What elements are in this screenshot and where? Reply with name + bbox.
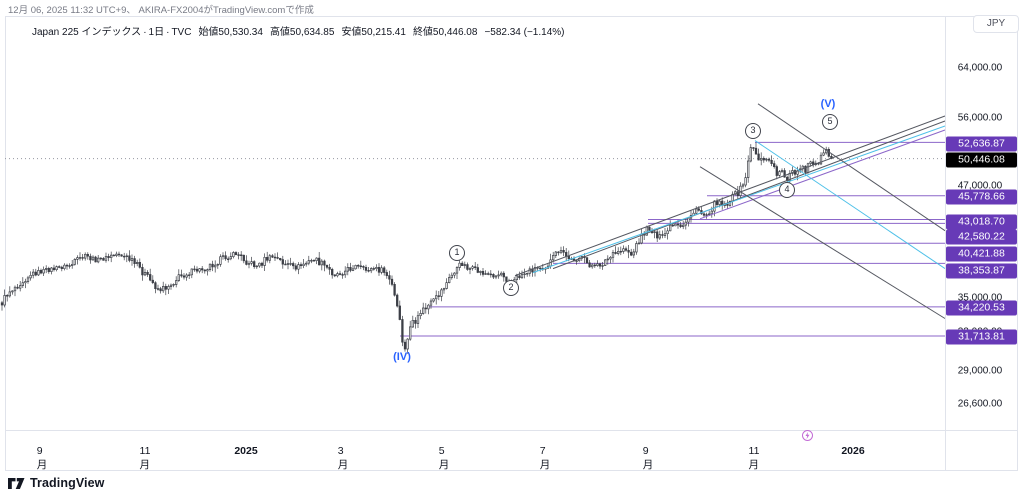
- price-tick-label: 26,600.00: [957, 398, 1003, 410]
- trendline-descending-dark-1[interactable]: [757, 103, 946, 232]
- candles-down: [0, 147, 833, 350]
- ohlc-close: 終値50,446.08: [412, 27, 478, 38]
- fib-level-badge: 38,353.87: [946, 263, 1017, 279]
- time-tick-label: 9月: [36, 445, 48, 471]
- wave-label-V[interactable]: (V): [820, 98, 836, 110]
- time-tick-label: 2026: [841, 445, 865, 457]
- symbol-legend[interactable]: Japan 225 インデックス · 1日 · TVC 始値50,530.34 高値50,6…: [32, 27, 565, 38]
- time-tick-label: 11月: [748, 445, 760, 471]
- snapshot-attribution: 12月 06, 2025 11:32 UTC+9、 AKIRA-FX2004がT…: [8, 5, 314, 16]
- ohlc-open: 始値50,530.34: [198, 27, 263, 38]
- price-tick-label: 35,000.00: [957, 292, 1003, 304]
- candle-wicks: [1, 142, 832, 354]
- price-tick-label: 64,000.00: [957, 62, 1003, 74]
- time-tick-label: 5月: [438, 445, 450, 471]
- fib-level-badge: 52,636.87: [946, 136, 1017, 152]
- price-axis-border: [945, 17, 946, 471]
- fib-level-badge: 34,220.53: [946, 300, 1017, 316]
- trendline-descending-cyan[interactable]: [754, 140, 946, 270]
- price-tick-label: 29,000.00: [957, 365, 1003, 377]
- candles-up: [3, 147, 828, 350]
- currency-toggle-button[interactable]: JPY: [973, 15, 1019, 33]
- change-value: −582.34 (−1.14%): [484, 27, 565, 38]
- fib-level-badge: 40,421.88: [946, 246, 1017, 262]
- current-price-badge: 50,446.08: [946, 152, 1017, 168]
- tradingview-logo-icon: [8, 477, 25, 489]
- lightning-icon[interactable]: [802, 430, 813, 441]
- ohlc-values: 始値50,530.34 高値50,634.85 安値50,215.41 終値50,44…: [191, 27, 477, 38]
- exchange-label: TVC: [171, 27, 192, 38]
- wave-label-4[interactable]: 4: [779, 182, 795, 198]
- trendline-ascending-support-1[interactable]: [514, 115, 946, 277]
- ohlc-high: 高値50,634.85: [269, 27, 335, 38]
- time-axis-border: [5, 430, 1018, 431]
- symbol-title: Japan 225 インデックス: [32, 27, 142, 38]
- wave-label-5[interactable]: 5: [822, 114, 838, 130]
- tradingview-logo-text: TradingView: [30, 476, 105, 490]
- trendline-ascending-purple[interactable]: [699, 129, 946, 220]
- trendline-ascending-cyan[interactable]: [532, 125, 946, 274]
- fib-level-badge: 31,713.81: [946, 329, 1017, 345]
- price-tick-label: 56,000.00: [957, 112, 1003, 124]
- time-tick-label: 11月: [139, 445, 151, 471]
- time-tick-label: 2025: [234, 445, 258, 457]
- interval-label: 1日: [148, 27, 165, 38]
- time-tick-label: 7月: [539, 445, 551, 471]
- price-tick-label: 47,000.00: [957, 180, 1003, 192]
- time-tick-label: 3月: [337, 445, 349, 471]
- wave-label-1[interactable]: 1: [449, 245, 465, 261]
- trendline-descending-dark-2[interactable]: [699, 166, 946, 319]
- tradingview-logo[interactable]: TradingView: [8, 476, 105, 490]
- ohlc-low: 安値50,215.41: [341, 27, 406, 38]
- time-tick-label: 9月: [642, 445, 654, 471]
- trendline-ascending-support-2[interactable]: [552, 120, 946, 270]
- fib-level-badge: 45,778.66: [946, 189, 1017, 205]
- wave-label-2[interactable]: 2: [503, 280, 519, 296]
- fib-level-badge: 42,580.22: [946, 229, 1017, 245]
- fib-level-badge: 43,018.70: [946, 214, 1017, 230]
- wave-label-IV[interactable]: (IV): [393, 351, 411, 363]
- wave-label-3[interactable]: 3: [745, 123, 761, 139]
